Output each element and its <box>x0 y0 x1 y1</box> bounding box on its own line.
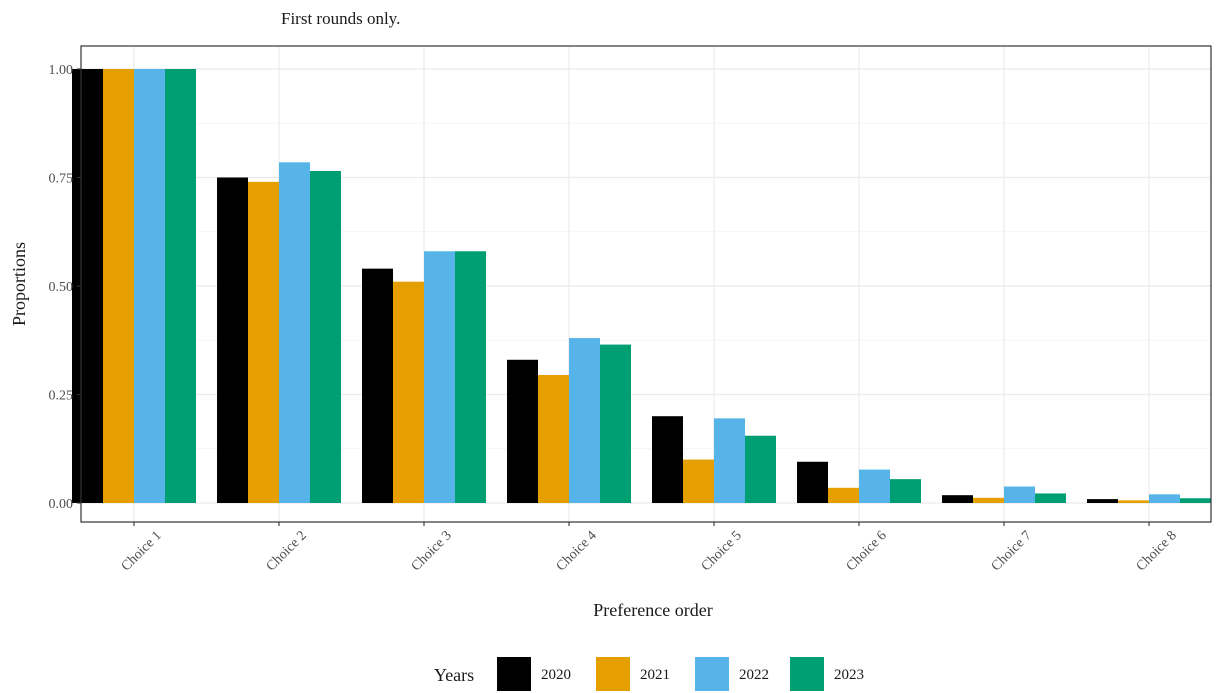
bar-2022-choice-4 <box>569 338 600 503</box>
x-axis: Choice 1 Choice 2 Choice 3 Choice 4 Choice 5… <box>119 522 1180 574</box>
x-axis-title: Preference order <box>593 600 712 620</box>
bar-2020-choice-7 <box>942 495 973 503</box>
bar-2023-choice-1 <box>165 69 196 503</box>
x-tick-label: Choice 6 <box>844 528 890 574</box>
x-tick-label: Choice 7 <box>989 528 1035 574</box>
y-tick-label: 0.75 <box>49 172 74 187</box>
bar-2023-choice-4 <box>600 344 631 503</box>
legend-key-2021 <box>596 657 630 691</box>
bar-2021-choice-1 <box>103 69 134 503</box>
y-tick-label: 1.00 <box>49 63 74 78</box>
legend: Years 2020 2021 2022 2023 <box>434 657 864 691</box>
y-axis: 0.00 0.25 0.50 0.75 1.00 <box>49 63 81 512</box>
bar-2023-choice-6 <box>890 479 921 503</box>
bar-2020-choice-4 <box>507 359 538 503</box>
legend-label-2023: 2023 <box>834 667 864 683</box>
bar-2023-choice-5 <box>745 435 776 503</box>
bar-2020-choice-3 <box>362 268 393 503</box>
bar-2023-choice-7 <box>1035 493 1066 503</box>
legend-key-2020 <box>497 657 531 691</box>
bar-2023-choice-3 <box>455 251 486 503</box>
legend-label-2021: 2021 <box>640 667 670 683</box>
bar-2021-choice-5 <box>683 459 714 503</box>
x-tick-label: Choice 4 <box>554 528 600 574</box>
x-tick-label: Choice 1 <box>119 528 165 574</box>
bar-2020-choice-6 <box>797 461 828 503</box>
bar-2020-choice-5 <box>652 416 683 503</box>
bar-2022-choice-2 <box>279 162 310 503</box>
bar-2020-choice-1 <box>72 69 103 503</box>
x-tick-label: Choice 8 <box>1134 528 1180 574</box>
chart-subtitle: First rounds only. <box>281 9 400 28</box>
bar-2022-choice-5 <box>714 418 745 503</box>
bar-2022-choice-1 <box>134 69 165 503</box>
bar-2021-choice-4 <box>538 374 569 503</box>
legend-key-2022 <box>695 657 729 691</box>
bar-2022-choice-7 <box>1004 486 1035 503</box>
bar-2023-choice-8 <box>1180 498 1211 503</box>
y-tick-label: 0.25 <box>49 389 74 404</box>
legend-key-2023 <box>790 657 824 691</box>
y-tick-label: 0.00 <box>49 497 74 512</box>
bar-2022-choice-8 <box>1149 494 1180 503</box>
x-tick-label: Choice 5 <box>699 528 745 574</box>
bar-2020-choice-8 <box>1087 499 1118 503</box>
y-axis-title: Proportions <box>9 242 29 326</box>
bar-2022-choice-3 <box>424 251 455 503</box>
bar-2021-choice-6 <box>828 487 859 503</box>
bar-2022-choice-6 <box>859 469 890 503</box>
bar-2023-choice-2 <box>310 170 341 504</box>
bar-2021-choice-7 <box>973 497 1004 503</box>
y-tick-label: 0.50 <box>49 280 74 295</box>
x-tick-label: Choice 2 <box>264 528 310 574</box>
bar-2021-choice-2 <box>248 181 279 503</box>
bar-2021-choice-8 <box>1118 500 1149 503</box>
plot-panel-border <box>80 45 1212 523</box>
bar-2020-choice-2 <box>217 177 248 503</box>
x-tick-label: Choice 3 <box>409 528 455 574</box>
legend-label-2020: 2020 <box>541 667 571 683</box>
legend-label-2022: 2022 <box>739 667 769 683</box>
bar-2021-choice-3 <box>393 281 424 503</box>
legend-title: Years <box>434 665 474 685</box>
